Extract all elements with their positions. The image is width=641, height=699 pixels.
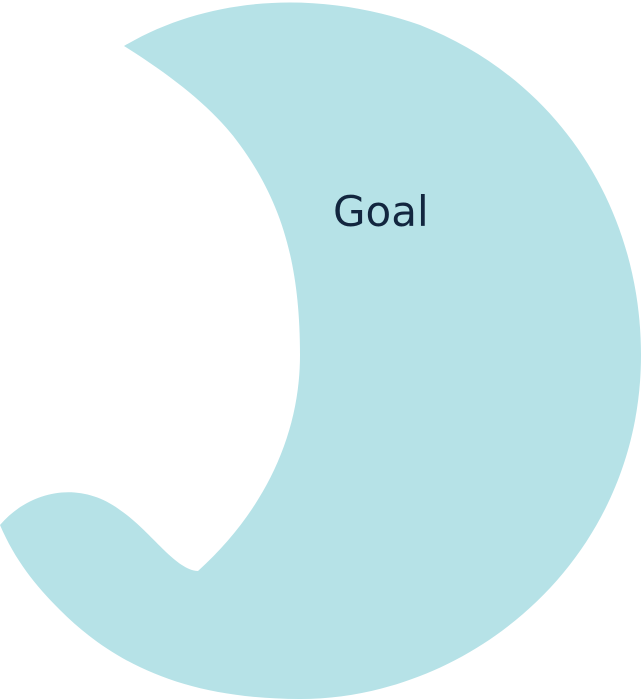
- goal-label: Goal: [333, 187, 429, 236]
